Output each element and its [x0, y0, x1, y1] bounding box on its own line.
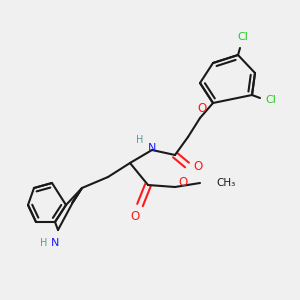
Text: O: O	[178, 176, 188, 188]
Text: Cl: Cl	[266, 95, 276, 105]
Text: Cl: Cl	[238, 32, 248, 42]
Text: H: H	[40, 238, 48, 248]
Text: H: H	[136, 135, 144, 145]
Text: O: O	[130, 209, 140, 223]
Text: O: O	[197, 103, 207, 116]
Text: N: N	[51, 238, 59, 248]
Text: O: O	[194, 160, 202, 172]
Text: N: N	[148, 143, 156, 153]
Text: CH₃: CH₃	[216, 178, 235, 188]
